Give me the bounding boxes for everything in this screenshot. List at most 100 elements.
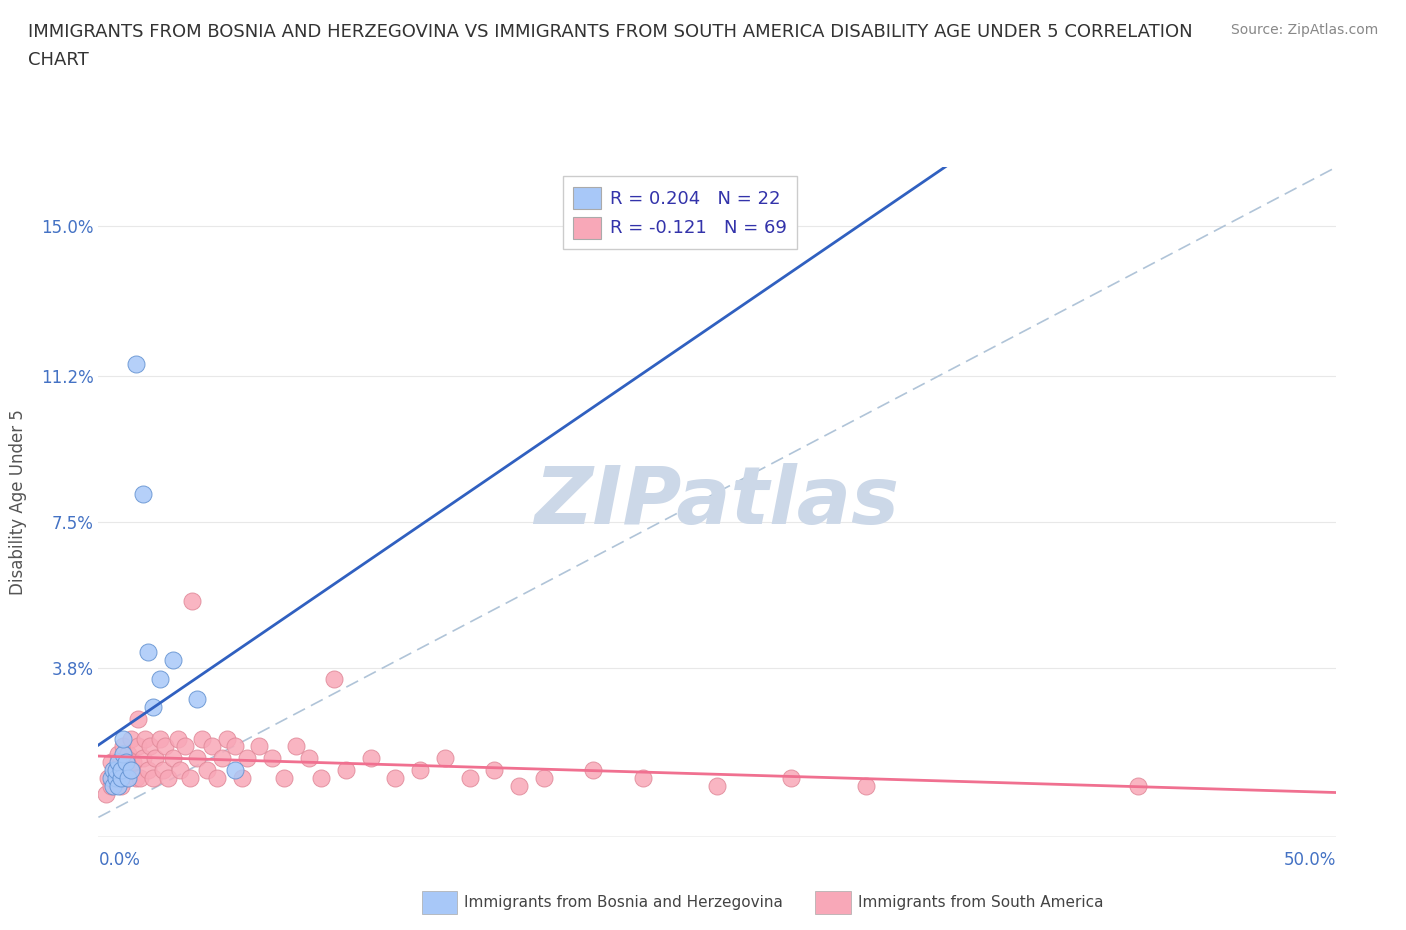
Point xyxy=(162,751,184,765)
Point xyxy=(855,778,877,793)
Point xyxy=(191,731,214,746)
Point xyxy=(132,751,155,765)
Point xyxy=(110,770,132,785)
Text: Immigrants from South America: Immigrants from South America xyxy=(858,895,1104,910)
Text: Immigrants from Bosnia and Herzegovina: Immigrants from Bosnia and Herzegovina xyxy=(464,895,783,910)
Point xyxy=(166,731,188,746)
Point xyxy=(217,731,239,746)
Point xyxy=(309,770,332,785)
Point xyxy=(110,755,132,770)
Point xyxy=(484,763,506,777)
Point xyxy=(174,739,197,754)
Point xyxy=(273,770,295,785)
Point xyxy=(195,763,218,777)
Point xyxy=(100,778,122,793)
Point xyxy=(322,672,344,687)
Text: 0.0%: 0.0% xyxy=(98,851,141,869)
Point xyxy=(360,751,382,765)
Point xyxy=(179,770,201,785)
Point xyxy=(260,751,283,765)
Point xyxy=(114,770,136,785)
Point xyxy=(114,755,136,770)
Point xyxy=(162,652,184,667)
Point xyxy=(149,672,172,687)
Point xyxy=(149,731,172,746)
Point xyxy=(143,751,166,765)
Point xyxy=(169,763,191,777)
Point xyxy=(186,751,208,765)
Point xyxy=(231,770,253,785)
Point xyxy=(1126,778,1149,793)
Point xyxy=(120,763,142,777)
Point xyxy=(201,739,224,754)
Point xyxy=(129,770,152,785)
Point xyxy=(247,739,270,754)
Point xyxy=(236,751,259,765)
Point xyxy=(409,763,432,777)
Text: IMMIGRANTS FROM BOSNIA AND HERZEGOVINA VS IMMIGRANTS FROM SOUTH AMERICA DISABILI: IMMIGRANTS FROM BOSNIA AND HERZEGOVINA V… xyxy=(28,23,1192,41)
Point xyxy=(152,763,174,777)
Point xyxy=(155,739,177,754)
Point xyxy=(285,739,308,754)
Text: 50.0%: 50.0% xyxy=(1284,851,1336,869)
Legend: R = 0.204   N = 22, R = -0.121   N = 69: R = 0.204 N = 22, R = -0.121 N = 69 xyxy=(562,177,797,249)
Point xyxy=(224,763,246,777)
Point xyxy=(508,778,530,793)
Point xyxy=(533,770,555,785)
Point xyxy=(335,763,357,777)
Point xyxy=(298,751,321,765)
Point xyxy=(100,755,122,770)
Point xyxy=(100,770,122,785)
Point xyxy=(458,770,481,785)
Point xyxy=(112,747,135,762)
Point xyxy=(631,770,654,785)
Point xyxy=(117,747,139,762)
Point xyxy=(127,711,149,726)
Point xyxy=(103,770,125,785)
Point xyxy=(120,763,142,777)
Point xyxy=(117,770,139,785)
Point xyxy=(136,644,159,659)
Point xyxy=(112,731,135,746)
Point xyxy=(132,487,155,502)
Point xyxy=(110,778,132,793)
Point xyxy=(384,770,406,785)
Point xyxy=(103,763,125,777)
Point xyxy=(107,755,129,770)
Point xyxy=(97,770,120,785)
Point xyxy=(107,778,129,793)
Point xyxy=(142,699,165,714)
Point xyxy=(124,770,146,785)
Point xyxy=(112,763,135,777)
Point xyxy=(103,778,125,793)
Point xyxy=(94,786,117,801)
Point xyxy=(120,731,142,746)
Point xyxy=(134,731,156,746)
Point xyxy=(433,751,456,765)
Text: CHART: CHART xyxy=(28,51,89,69)
Point xyxy=(156,770,179,785)
Text: Source: ZipAtlas.com: Source: ZipAtlas.com xyxy=(1230,23,1378,37)
Point xyxy=(127,739,149,754)
Point xyxy=(107,747,129,762)
Point xyxy=(112,739,135,754)
Point xyxy=(139,739,162,754)
Point xyxy=(706,778,728,793)
Text: ZIPatlas: ZIPatlas xyxy=(534,463,900,541)
Point xyxy=(104,763,127,777)
Point xyxy=(122,755,145,770)
Y-axis label: Disability Age Under 5: Disability Age Under 5 xyxy=(8,409,27,595)
Point xyxy=(224,739,246,754)
Point xyxy=(205,770,228,785)
Point xyxy=(582,763,605,777)
Point xyxy=(142,770,165,785)
Point xyxy=(780,770,803,785)
Point xyxy=(181,593,204,608)
Point xyxy=(136,763,159,777)
Point xyxy=(110,763,132,777)
Point xyxy=(186,692,208,707)
Point xyxy=(107,770,129,785)
Point xyxy=(104,770,127,785)
Point xyxy=(124,357,146,372)
Point xyxy=(104,763,127,777)
